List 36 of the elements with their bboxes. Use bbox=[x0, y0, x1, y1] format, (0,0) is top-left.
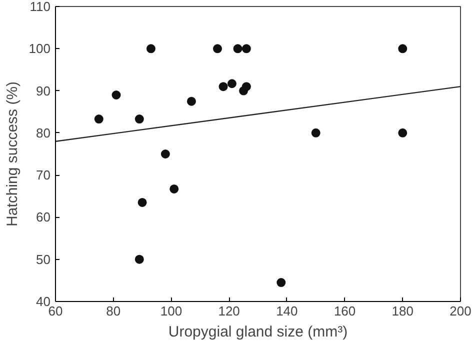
y-tick-label: 110 bbox=[30, 0, 51, 14]
point bbox=[233, 44, 242, 54]
x-tick-label: 140 bbox=[276, 304, 298, 318]
x-tick-label: 120 bbox=[218, 304, 240, 318]
x-tick-label: 180 bbox=[392, 304, 414, 318]
x-axis-title: Uropygial gland size (mm³) bbox=[168, 324, 348, 340]
x-tick-label: 160 bbox=[334, 304, 356, 318]
y-tick-label: 40 bbox=[36, 294, 51, 309]
y-tick-label: 50 bbox=[36, 252, 51, 267]
point bbox=[218, 82, 228, 92]
point bbox=[170, 184, 179, 194]
point bbox=[134, 114, 144, 124]
point bbox=[227, 79, 236, 88]
point bbox=[242, 82, 251, 92]
y-tick-label: 90 bbox=[36, 83, 51, 98]
point bbox=[213, 44, 222, 54]
x-tick-label: 80 bbox=[106, 304, 121, 318]
point bbox=[112, 90, 121, 100]
point bbox=[242, 44, 251, 54]
y-tick-label: 80 bbox=[36, 125, 51, 140]
point bbox=[134, 254, 144, 264]
point bbox=[146, 44, 156, 54]
point bbox=[398, 44, 408, 54]
point bbox=[94, 114, 104, 124]
y-tick-label: 70 bbox=[36, 168, 51, 183]
point bbox=[138, 198, 147, 207]
y-tick-label: 100 bbox=[28, 41, 51, 56]
x-tick-label: 200 bbox=[450, 304, 472, 318]
point bbox=[398, 128, 408, 138]
point bbox=[311, 128, 320, 138]
point bbox=[186, 96, 196, 106]
y-tick-label: 60 bbox=[36, 210, 51, 225]
x-tick-label: 100 bbox=[160, 304, 182, 318]
point bbox=[276, 278, 286, 288]
point bbox=[160, 150, 170, 158]
y-axis-title: Hatching success (%) bbox=[4, 81, 21, 227]
